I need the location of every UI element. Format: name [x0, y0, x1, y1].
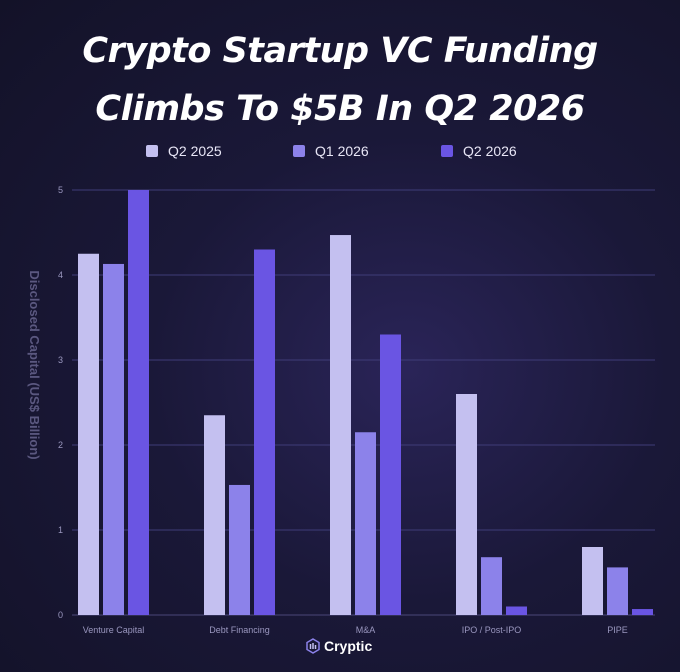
- bar: [128, 190, 149, 615]
- bar: [632, 609, 653, 615]
- legend-swatch-series-3: [441, 145, 453, 157]
- legend-swatch-series-1: [146, 145, 158, 157]
- bar: [481, 557, 502, 615]
- bar: [330, 235, 351, 616]
- brand-name: Cryptic: [324, 638, 373, 654]
- legend-label-series-1: Q2 2025: [168, 143, 222, 159]
- bar: [204, 415, 225, 615]
- bar: [607, 567, 628, 615]
- legend-label-series-3: Q2 2026: [463, 143, 517, 159]
- chart-title: Crypto Startup VC Funding Climbs To $5B …: [0, 22, 680, 138]
- brand: Cryptic: [306, 638, 372, 654]
- x-tick-label: IPO / Post-IPO: [462, 625, 522, 635]
- x-tick-label: M&A: [356, 625, 376, 635]
- bar: [229, 484, 250, 615]
- cryptic-logo-icon: [306, 638, 320, 654]
- legend-label-series-2: Q1 2026: [315, 143, 369, 159]
- bar: [78, 253, 99, 615]
- chart-title-line-1: Crypto Startup VC Funding: [82, 31, 598, 71]
- bar: [456, 394, 477, 615]
- y-tick-label: 4: [58, 270, 63, 280]
- bar: [582, 547, 603, 615]
- x-tick-label: Venture Capital: [83, 625, 145, 635]
- legend-item-series-2: Q1 2026: [293, 143, 369, 159]
- bar: [380, 334, 401, 615]
- y-tick-label: 1: [58, 525, 63, 535]
- bar: [103, 263, 124, 615]
- legend-item-series-3: Q2 2026: [441, 143, 517, 159]
- chart-title-line-2: Climbs To $5B In Q2 2026: [95, 89, 585, 129]
- legend-swatch-series-2: [293, 145, 305, 157]
- y-tick-label: 2: [58, 440, 63, 450]
- bar: [355, 432, 376, 615]
- y-tick-label: 5: [58, 185, 63, 195]
- bar: [254, 249, 275, 615]
- legend: Q2 2025 Q1 2026 Q2 2026: [0, 143, 680, 163]
- y-tick-label: 0: [58, 610, 63, 620]
- y-tick-label: 3: [58, 355, 63, 365]
- legend-item-series-1: Q2 2025: [146, 143, 222, 159]
- x-tick-label: Debt Financing: [209, 625, 270, 635]
- x-tick-label: PIPE: [607, 625, 628, 635]
- bar: [506, 606, 527, 615]
